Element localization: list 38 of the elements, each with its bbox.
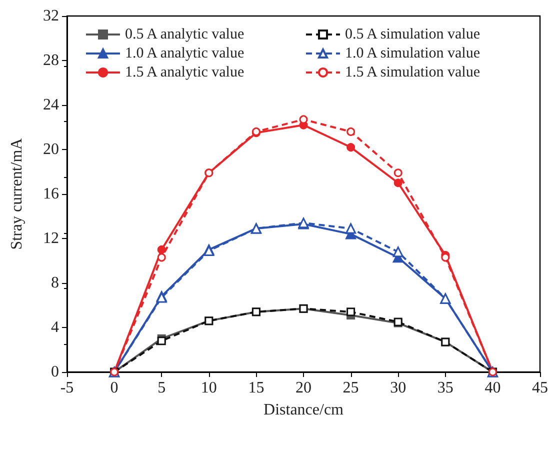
- y-tick-label: 20: [43, 141, 59, 158]
- point: [346, 308, 356, 316]
- point: [157, 253, 166, 262]
- legend-label: 1.0 A analytic value: [125, 46, 244, 62]
- legend-label: 1.5 A analytic value: [125, 64, 244, 80]
- legend-label: 1.5 A simulation value: [345, 64, 480, 80]
- point: [157, 336, 166, 346]
- x-tick-label: 10: [200, 380, 217, 396]
- y-axis-title: Stray current/mA: [8, 138, 26, 250]
- x-tick-label: 5: [158, 380, 166, 396]
- x-tick-label: 0: [110, 380, 118, 396]
- y-tick-label: 28: [43, 52, 59, 69]
- x-tick-label: 35: [437, 380, 454, 396]
- point: [394, 178, 402, 188]
- legend-label: 1.0 A simulation value: [345, 46, 480, 62]
- legend-label: 0.5 A analytic value: [125, 26, 244, 42]
- legend-label: 0.5 A simulation value: [345, 26, 480, 42]
- point: [346, 223, 356, 234]
- x-tick-label: 40: [484, 380, 501, 396]
- y-tick-label: 12: [43, 230, 59, 247]
- point: [394, 168, 402, 178]
- y-tick-label: 24: [43, 96, 59, 114]
- y-tick-label: 8: [51, 274, 59, 292]
- x-tick-label: 25: [342, 380, 359, 396]
- x-tick-label: 45: [532, 380, 548, 396]
- x-tick-label: 15: [248, 380, 264, 396]
- point: [346, 127, 356, 136]
- y-tick-label: 16: [43, 186, 59, 202]
- y-tick-label: 32: [43, 8, 59, 24]
- x-axis-title: Distance/cm: [264, 402, 344, 418]
- x-tick-label: -5: [60, 380, 74, 396]
- y-tick-label: 4: [51, 319, 59, 336]
- point: [346, 143, 356, 152]
- y-tick-label: 0: [51, 364, 59, 380]
- x-tick-label: 20: [296, 380, 312, 396]
- x-tick-label: 30: [390, 380, 406, 396]
- point: [157, 245, 166, 254]
- point: [392, 246, 404, 258]
